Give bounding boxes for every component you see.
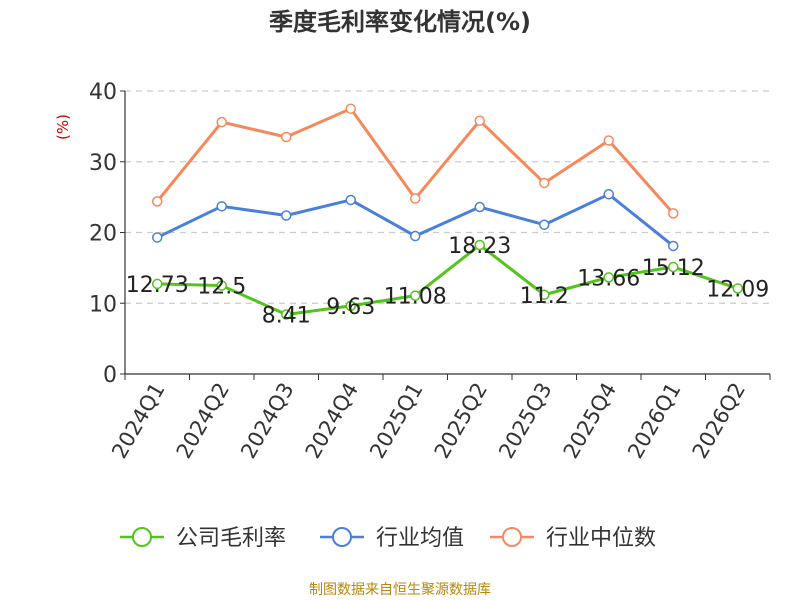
legend-label: 行业均值: [376, 526, 464, 551]
data-point: [152, 232, 163, 243]
x-tick-label: 2025Q2: [430, 379, 492, 463]
data-label: 11.2: [520, 284, 569, 309]
data-point: [474, 115, 485, 126]
data-point: [603, 135, 614, 146]
legend-label: 公司毛利率: [176, 526, 286, 551]
data-point: [281, 309, 292, 320]
data-point: [345, 103, 356, 114]
legend: 公司毛利率 行业均值 行业中位数: [120, 526, 656, 551]
y-tick-label: 30: [89, 151, 117, 176]
series-line-0: [157, 243, 739, 316]
legend-marker: [332, 527, 352, 547]
data-point: [281, 210, 292, 221]
y-tick-label: 20: [89, 222, 117, 247]
data-label: 8.41: [262, 303, 311, 328]
x-tick-label: 2025Q1: [365, 379, 427, 463]
data-label: 18.23: [448, 234, 511, 259]
data-point: [668, 261, 679, 273]
data-point: [152, 278, 163, 290]
data-point: [216, 280, 227, 291]
data-point: [474, 201, 485, 213]
data-point: [216, 201, 227, 212]
y-axis-label: (%): [54, 114, 72, 140]
axes: [120, 90, 771, 380]
data-point: [281, 131, 292, 143]
x-tick-label: 2026Q1: [623, 379, 685, 463]
data-point: [410, 193, 421, 204]
y-tick-label: 0: [103, 363, 117, 388]
x-tick-label: 2024Q1: [107, 379, 169, 463]
source-footer: 制图数据来自恒生聚源数据库: [309, 582, 491, 598]
y-tick-labels: 0 10 20 30 40: [89, 80, 117, 388]
data-point: [410, 290, 421, 301]
y-tick-label: 40: [89, 80, 117, 105]
data-label: 12.73: [126, 273, 189, 298]
data-point: [410, 230, 421, 242]
data-point: [539, 177, 550, 189]
data-point: [732, 283, 743, 294]
data-point: [216, 116, 227, 128]
data-point: [668, 240, 679, 252]
x-tick-label: 2024Q2: [172, 379, 234, 463]
data-label: 15.12: [642, 256, 705, 281]
x-tick-label: 2025Q4: [559, 379, 621, 463]
x-tick-label: 2025Q3: [494, 379, 556, 463]
data-point: [474, 239, 485, 251]
chart-title: 季度毛利率变化情况(%): [269, 8, 531, 36]
data-label: 12.09: [706, 277, 769, 302]
x-tick-label: 2024Q4: [301, 379, 363, 463]
data-point: [668, 208, 679, 219]
data-point: [345, 194, 356, 206]
x-tick-label: 2024Q3: [236, 379, 298, 463]
data-point: [539, 289, 550, 301]
data-point: [152, 196, 163, 207]
data-label: 13.66: [577, 266, 640, 291]
series-lines: [152, 103, 743, 320]
x-tick-label: 2026Q2: [688, 379, 750, 463]
data-point: [603, 189, 614, 200]
data-label: 12.5: [197, 275, 246, 300]
data-label: 11.08: [384, 285, 447, 310]
data-point: [539, 219, 550, 230]
data-point: [345, 300, 356, 312]
legend-marker: [502, 527, 522, 547]
legend-marker: [132, 527, 152, 547]
y-tick-label: 10: [89, 292, 117, 317]
legend-label: 行业中位数: [546, 526, 656, 551]
x-tick-labels: 2024Q1 2024Q2 2024Q3 2024Q4 2025Q1 2025Q2 2025…: [107, 379, 750, 463]
data-label: 9.63: [326, 295, 375, 320]
data-labels: 12.73 12.5 8.41 9.63 11.08 18.23 11.2 13.66 15.1…: [126, 234, 769, 328]
data-point: [603, 272, 614, 283]
